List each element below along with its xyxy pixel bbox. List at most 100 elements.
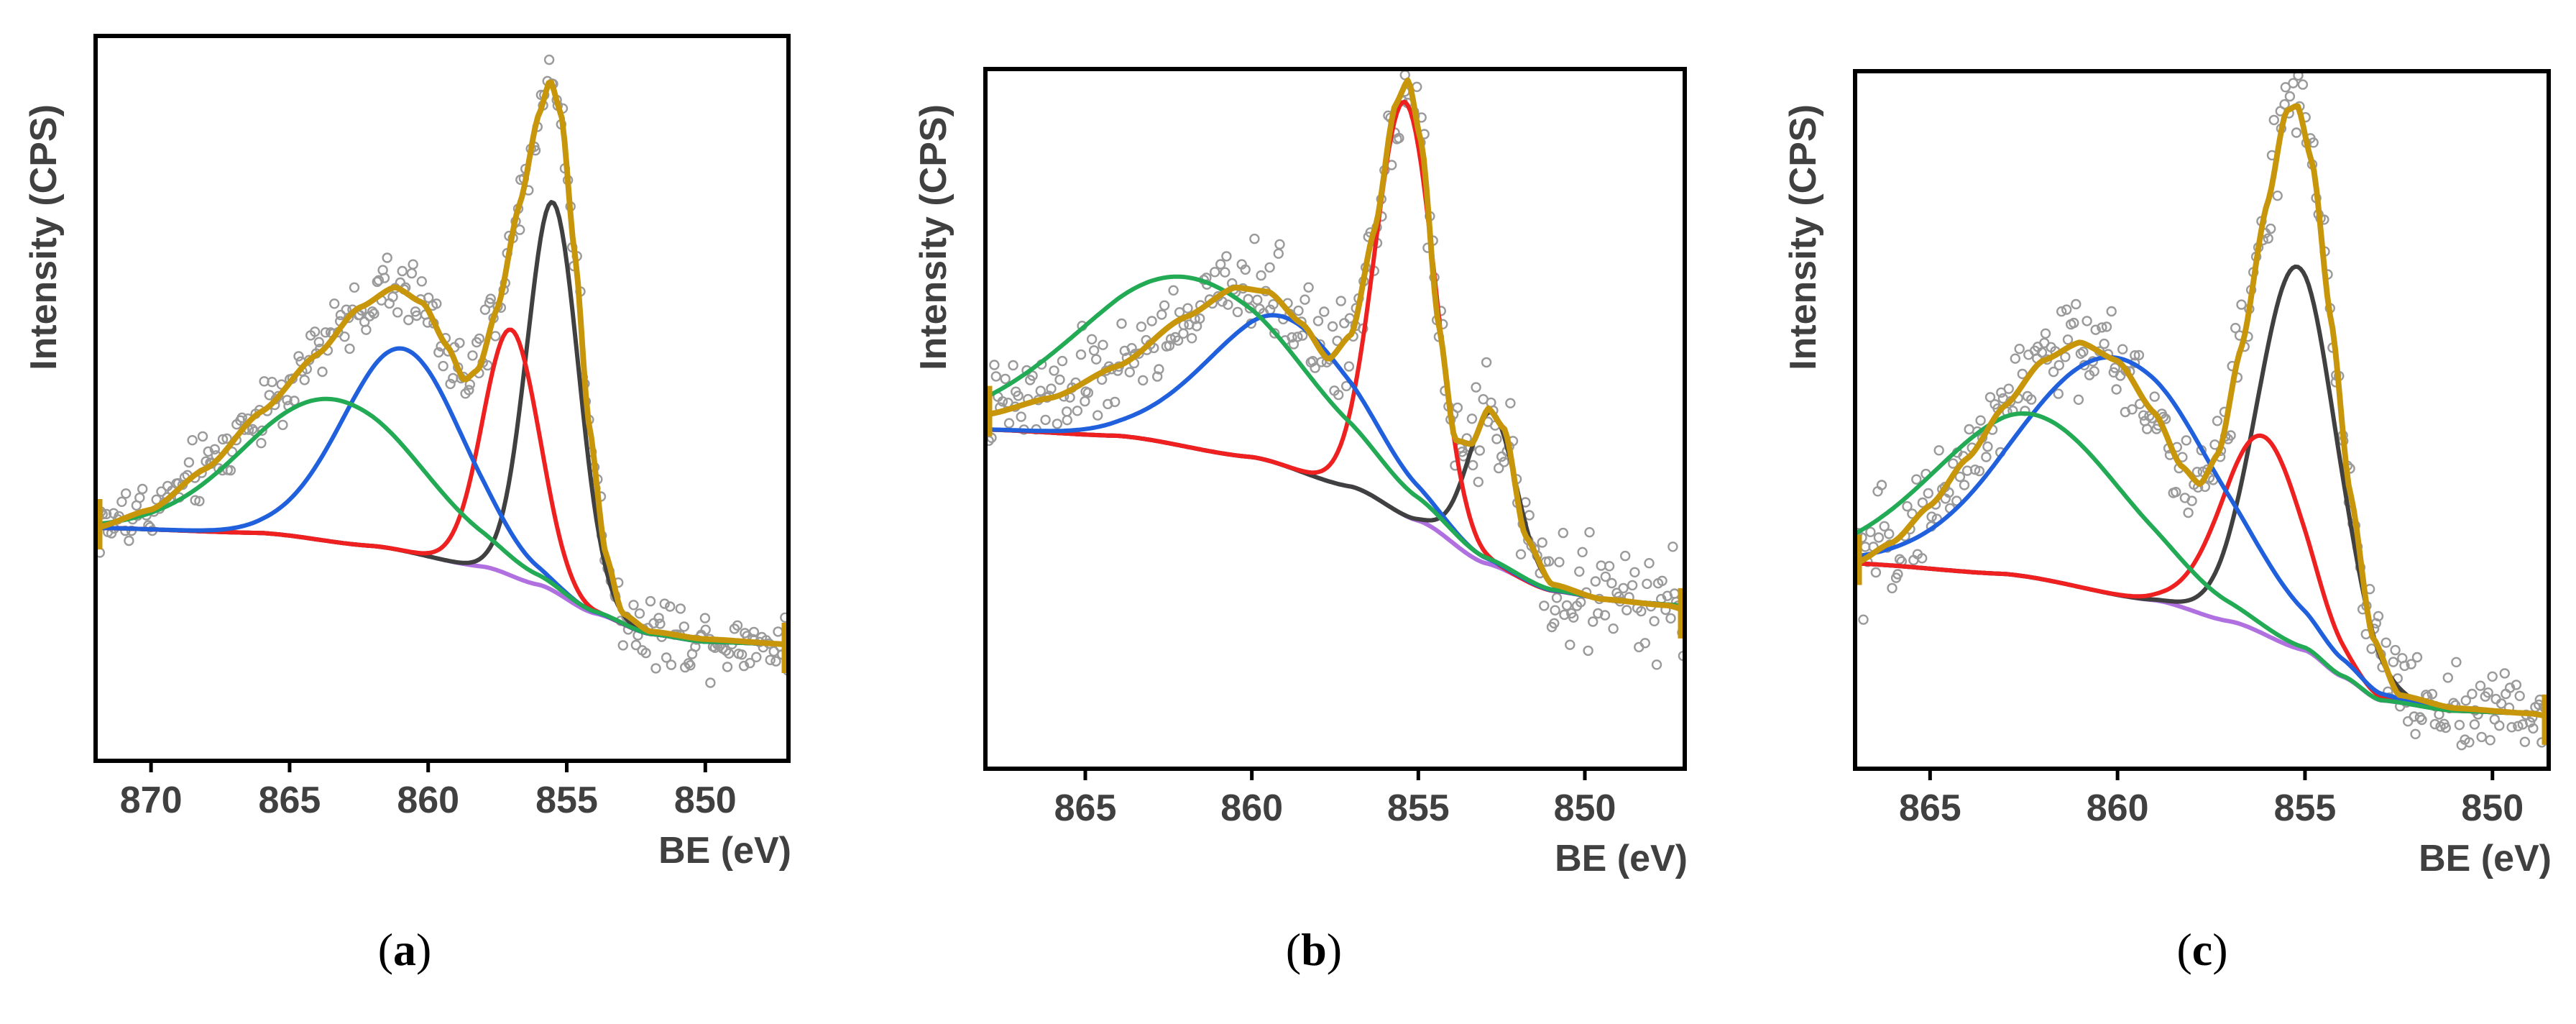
data-point <box>1252 294 1263 306</box>
data-point <box>1292 332 1303 342</box>
data-point <box>187 435 198 446</box>
data-point <box>1499 457 1509 467</box>
data-point <box>1297 330 1308 341</box>
data-point <box>2149 391 2160 402</box>
x-tick-label: 865 <box>1899 787 1961 829</box>
data-point <box>256 438 267 449</box>
data-point <box>1151 371 1163 382</box>
raw-data-points <box>1857 73 2547 751</box>
data-point <box>645 595 656 607</box>
data-point <box>1016 411 1026 422</box>
data-point <box>678 621 689 632</box>
data-point <box>1678 650 1683 662</box>
data-point <box>1618 582 1629 594</box>
y-axis-label: Intensity (CPS) <box>23 104 65 370</box>
data-point <box>2130 350 2140 361</box>
x-tick-label: 860 <box>397 780 459 821</box>
data-point <box>1062 415 1073 426</box>
data-point <box>423 292 434 303</box>
data-point <box>780 612 786 623</box>
data-point <box>156 486 167 497</box>
data-point <box>1974 465 1985 477</box>
data-point <box>1887 582 1898 594</box>
data-point <box>2406 659 2416 669</box>
data-point <box>640 647 651 659</box>
data-point <box>1223 299 1233 310</box>
data-point <box>490 331 501 342</box>
data-point <box>748 626 760 638</box>
data-point <box>1596 560 1606 571</box>
data-point <box>655 618 666 629</box>
data-point <box>1452 402 1463 413</box>
data-point <box>2426 689 2438 700</box>
data-point <box>1629 567 1640 577</box>
data-point <box>1873 532 1885 543</box>
data-point <box>675 603 686 614</box>
data-point <box>2133 349 2145 361</box>
envelope-line <box>98 79 786 647</box>
data-point <box>1515 549 1527 559</box>
data-point <box>1287 332 1297 343</box>
data-point <box>197 431 208 442</box>
data-point <box>1327 321 1338 332</box>
data-point <box>2499 668 2511 679</box>
data-point <box>2513 721 2524 731</box>
data-point <box>2451 657 2462 667</box>
data-point <box>1917 497 1928 508</box>
data-point <box>1293 305 1304 316</box>
data-point <box>1217 296 1228 307</box>
data-point <box>2082 316 2092 326</box>
data-point <box>2442 672 2454 683</box>
data-point <box>1244 303 1256 314</box>
data-point <box>515 224 525 235</box>
data-point <box>1981 452 1992 462</box>
data-point <box>464 379 475 390</box>
data-point <box>2511 680 2522 690</box>
data-point <box>485 293 496 304</box>
data-point <box>309 326 321 337</box>
data-point <box>1268 299 1279 310</box>
data-point <box>628 600 639 611</box>
data-point <box>320 327 331 338</box>
data-point <box>1577 547 1588 557</box>
data-point <box>1249 233 1260 244</box>
data-point <box>2288 78 2299 88</box>
data-point <box>1054 374 1065 385</box>
data-point <box>1273 248 1284 259</box>
data-point <box>1090 354 1102 365</box>
data-point <box>2373 611 2384 622</box>
data-point <box>392 307 403 318</box>
data-point <box>2528 723 2539 734</box>
data-point <box>1948 458 1959 469</box>
data-point <box>2496 698 2507 709</box>
data-point <box>1137 375 1149 386</box>
plot-frame <box>93 34 791 763</box>
data-point <box>2003 383 2014 394</box>
data-point <box>2090 324 2101 335</box>
data-point <box>408 259 418 270</box>
data-point <box>2048 366 2059 378</box>
data-point <box>2053 388 2064 399</box>
data-point <box>1575 597 1586 608</box>
data-point <box>2506 722 2517 733</box>
x-axis-label: BE (eV) <box>658 830 791 872</box>
data-point <box>2411 652 2423 663</box>
data-point <box>1639 638 1651 649</box>
data-point <box>988 435 994 447</box>
data-point <box>299 375 310 385</box>
data-point <box>1008 360 1018 371</box>
data-point <box>2111 384 2122 395</box>
data-point <box>1668 541 1678 552</box>
data-point <box>2494 720 2505 731</box>
x-tick-label: 865 <box>1054 787 1117 829</box>
data-point <box>2230 323 2241 334</box>
data-point <box>1194 313 1205 324</box>
data-point <box>1587 616 1598 627</box>
data-point <box>369 308 380 319</box>
background-line <box>1857 561 2547 718</box>
data-point <box>1954 471 1966 483</box>
data-point <box>736 649 748 660</box>
data-point <box>339 332 350 342</box>
data-point <box>397 265 408 277</box>
data-point <box>1644 558 1655 569</box>
